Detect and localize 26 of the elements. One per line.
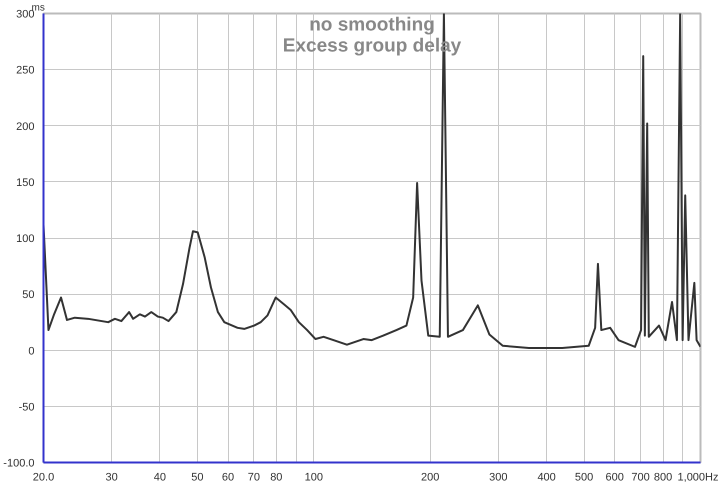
y-tick-label: 50 xyxy=(22,289,35,302)
x-tick-label: 50 xyxy=(191,472,204,484)
x-tick-label: 200 xyxy=(421,472,440,484)
x-tick-label: 40 xyxy=(154,472,166,484)
x-tick-label: 300 xyxy=(489,472,508,484)
y-tick-label: -50 xyxy=(18,401,35,414)
x-tick-label: 100 xyxy=(304,472,323,484)
y-tick-label: 150 xyxy=(16,176,35,189)
x-tick-label: 70 xyxy=(248,472,260,484)
y-tick-label: 0 xyxy=(28,345,35,358)
x-tick-label: 30 xyxy=(105,472,118,484)
y-tick-label: 200 xyxy=(16,120,35,133)
x-tick-label: 60 xyxy=(222,472,234,484)
x-tick-label: 20.0 xyxy=(32,472,54,484)
y-tick-label: 300 xyxy=(16,8,35,20)
y-tick-label: 100 xyxy=(16,233,35,245)
y-tick-label: 250 xyxy=(16,64,35,77)
x-tick-label: 600 xyxy=(606,472,624,484)
x-tick-label: 80 xyxy=(270,472,282,484)
y-tick-label: -100.0 xyxy=(3,458,35,470)
chart-subtitle: no smoothing xyxy=(309,14,435,36)
x-tick-label: 400 xyxy=(537,472,556,484)
x-tick-label: 1,000Hz xyxy=(678,472,718,484)
x-tick-label: 700 xyxy=(631,472,650,484)
x-tick-label: 500 xyxy=(574,472,594,484)
x-tick-label: 800 xyxy=(654,472,672,484)
